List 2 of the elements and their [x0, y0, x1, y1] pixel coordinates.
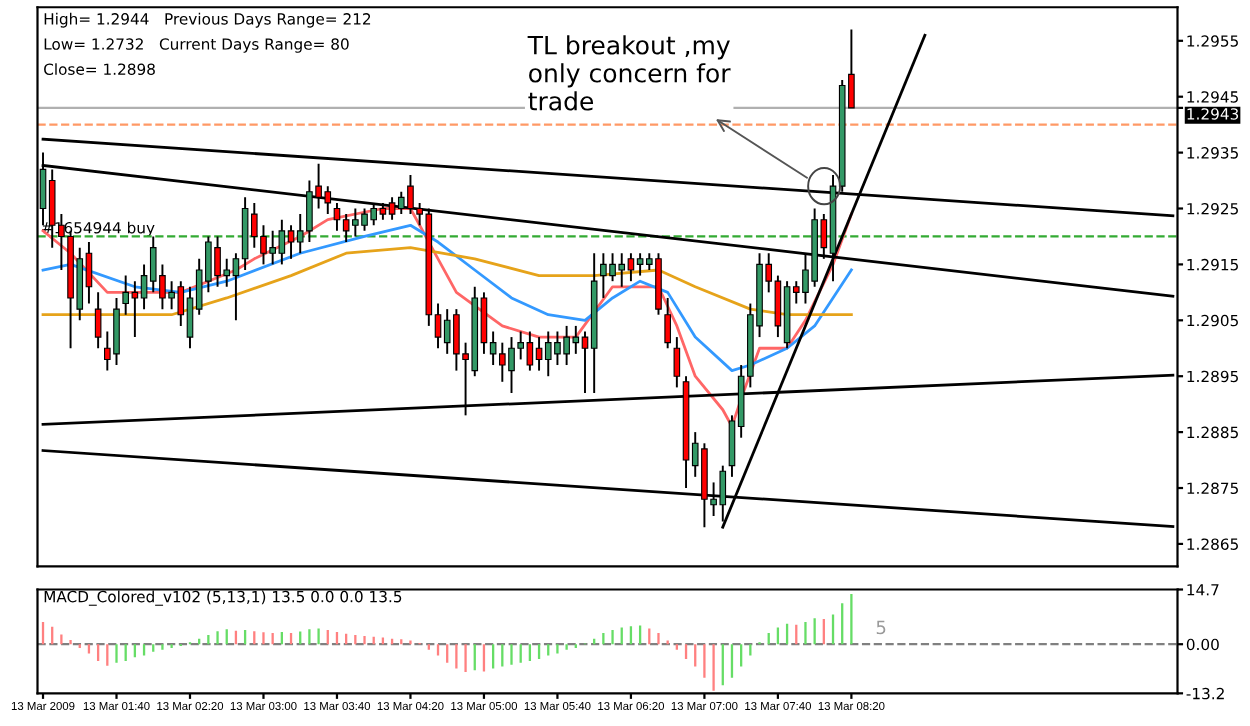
annotation: TL breakout ,my only concern for trade	[527, 35, 731, 111]
annotation: 5	[876, 620, 886, 635]
